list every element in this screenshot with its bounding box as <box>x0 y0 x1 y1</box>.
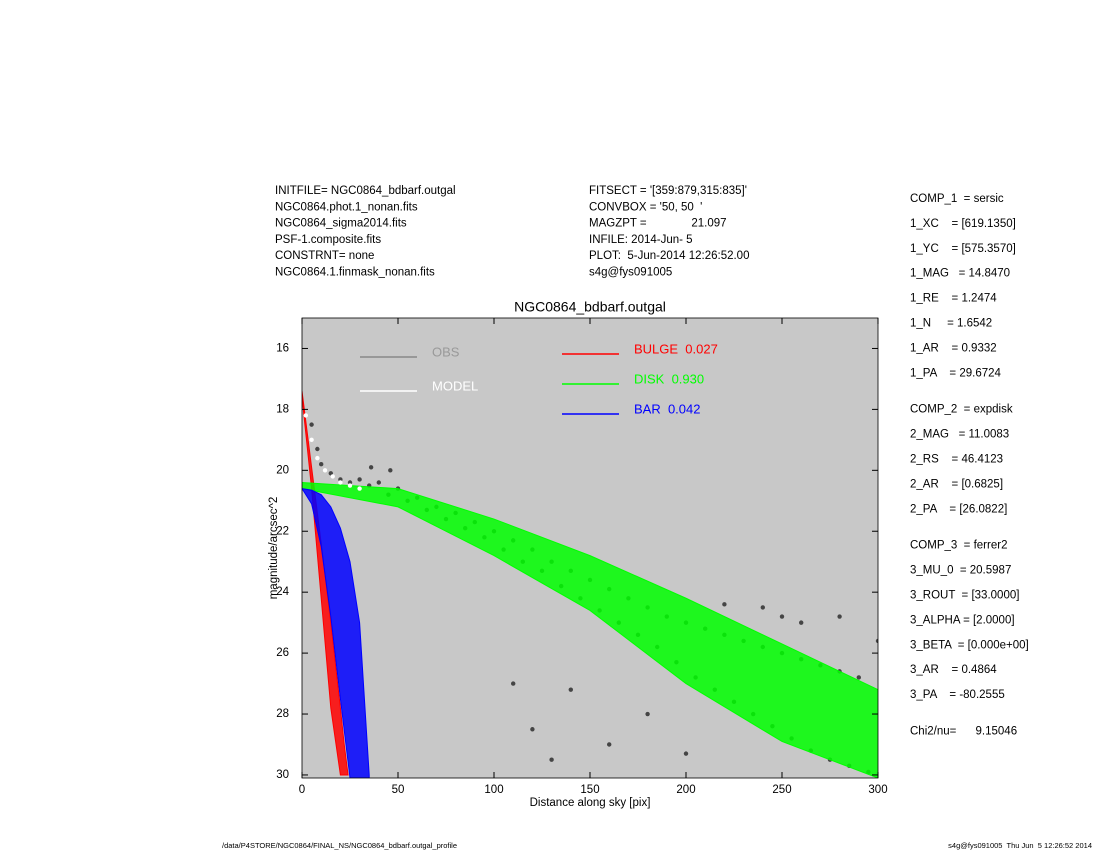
data-point <box>837 614 842 619</box>
data-point <box>347 480 353 485</box>
data-point <box>347 483 353 488</box>
y-tick-label: 16 <box>276 342 289 354</box>
data-point <box>568 687 573 692</box>
data-point <box>319 462 324 467</box>
param-line: 3_ROUT = [33.0000] <box>910 590 1019 602</box>
x-tick-label: 150 <box>580 784 599 796</box>
data-point <box>368 465 374 470</box>
data-point <box>645 711 650 717</box>
param-line: 1_RE = 1.2474 <box>910 293 997 305</box>
param-line: COMP_3 = ferrer2 <box>910 540 1007 552</box>
param-line: 3_ALPHA = [2.0000] <box>910 614 1015 626</box>
header-line: CONVBOX = '50, 50 ' <box>589 201 702 213</box>
footer-stamp: s4g@fys091005 Thu Jun 5 12:26:52 2014 <box>948 841 1092 850</box>
data-point <box>309 422 314 427</box>
data-point <box>779 614 785 619</box>
chart-title: NGC0864_bdbarf.outgal <box>514 299 666 315</box>
header-line: FITSECT = '[359:879,315:835]' <box>589 185 747 197</box>
param-line: 2_MAG = 11.0083 <box>910 429 1009 441</box>
data-point <box>607 742 612 747</box>
footer-path: /data/P4STORE/NGC0864/FINAL_NS/NGC0864_b… <box>222 841 457 850</box>
x-axis-label: Distance along sky [pix] <box>530 797 651 809</box>
param-line: 3_BETA = [0.000e+00] <box>910 639 1029 651</box>
y-tick-label: 20 <box>276 464 289 476</box>
param-line: 2_PA = [26.0822] <box>910 503 1007 515</box>
data-point <box>760 605 765 610</box>
param-line: 3_MU_0 = 20.5987 <box>910 565 1011 577</box>
header-line: CONSTRNT= none <box>275 250 374 262</box>
y-tick-label: 22 <box>276 525 289 537</box>
y-tick-label: 28 <box>276 708 289 720</box>
header-line: PSF-1.composite.fits <box>275 234 381 246</box>
header-line: INFILE: 2014-Jun- 5 <box>589 234 693 246</box>
header-line: NGC0864_sigma2014.fits <box>275 218 407 230</box>
data-point <box>330 474 335 479</box>
component-band <box>302 488 370 778</box>
data-point <box>856 675 861 680</box>
x-tick-label: 50 <box>392 784 405 796</box>
x-tick-label: 300 <box>868 784 887 796</box>
x-tick-label: 200 <box>676 784 695 796</box>
param-line: COMP_1 = sersic <box>910 193 1004 205</box>
data-point <box>315 455 320 461</box>
y-tick-label: 26 <box>276 647 289 659</box>
data-point <box>799 620 804 625</box>
legend-label: BAR 0.042 <box>634 401 701 416</box>
data-point <box>722 602 727 607</box>
data-point <box>322 468 328 473</box>
param-line: 2_AR = [0.6825] <box>910 478 1003 490</box>
data-point <box>683 751 689 756</box>
param-line: 1_N = 1.6542 <box>910 318 992 330</box>
param-line: 1_PA = 29.6724 <box>910 367 1002 379</box>
param-line: 1_XC = [619.1350] <box>910 218 1016 230</box>
param-line: 3_PA = -80.2555 <box>910 689 1005 701</box>
header-line: MAGZPT = 21.097 <box>589 218 727 230</box>
y-axis-label: magnitude/arcsec^2 <box>268 497 280 600</box>
y-tick-label: 30 <box>276 769 289 781</box>
param-line: COMP_2 = expdisk <box>910 404 1013 416</box>
data-point <box>549 757 554 762</box>
param-line: 1_AR = 0.9332 <box>910 342 997 354</box>
data-point <box>309 437 314 443</box>
legend-label: MODEL <box>432 378 478 393</box>
header-line: INITFILE= NGC0864_bdbarf.outgal <box>275 185 456 197</box>
header-line: s4g@fys091005 <box>589 267 672 279</box>
x-tick-label: 0 <box>299 784 305 796</box>
data-point <box>511 681 516 686</box>
data-point <box>357 477 362 482</box>
param-line: 3_AR = 0.4864 <box>910 664 997 676</box>
data-point <box>875 638 878 644</box>
header-line: NGC0864.phot.1_nonan.fits <box>275 201 418 213</box>
data-point <box>338 480 343 485</box>
legend-label: BULGE 0.027 <box>634 341 718 356</box>
x-tick-label: 100 <box>484 784 503 796</box>
legend-label: OBS <box>432 344 460 359</box>
param-line: 2_RS = 46.4123 <box>910 454 1003 466</box>
data-point <box>530 727 535 732</box>
x-tick-label: 250 <box>772 784 791 796</box>
y-tick-label: 18 <box>276 403 289 415</box>
component-band <box>302 482 878 778</box>
data-point <box>376 480 381 485</box>
param-line: Chi2/nu= 9.15046 <box>910 726 1017 738</box>
param-line: 1_YC = [575.3570] <box>910 243 1016 255</box>
param-line: 1_MAG = 14.8470 <box>910 268 1010 280</box>
legend-label: DISK 0.930 <box>634 371 704 386</box>
header-line: NGC0864.1.finmask_nonan.fits <box>275 267 435 279</box>
data-point <box>388 468 393 473</box>
data-point <box>338 477 343 482</box>
data-point <box>315 446 320 452</box>
data-point <box>303 413 309 418</box>
data-point <box>357 486 362 491</box>
header-line: PLOT: 5-Jun-2014 12:26:52.00 <box>589 250 749 262</box>
y-tick-label: 24 <box>276 586 289 598</box>
plot-marks <box>302 391 878 778</box>
